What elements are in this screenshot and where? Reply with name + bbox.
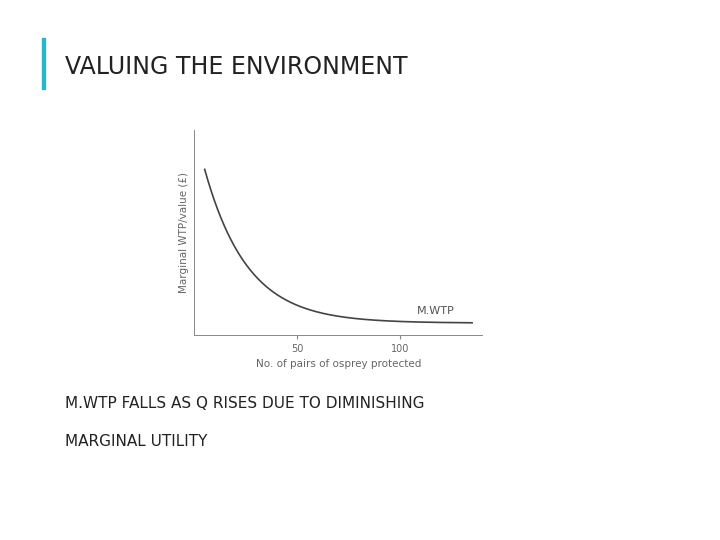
X-axis label: No. of pairs of osprey protected: No. of pairs of osprey protected <box>256 360 421 369</box>
Text: MARGINAL UTILITY: MARGINAL UTILITY <box>65 434 207 449</box>
Y-axis label: Marginal WTP/value (£): Marginal WTP/value (£) <box>179 172 189 293</box>
Text: VALUING THE ENVIRONMENT: VALUING THE ENVIRONMENT <box>65 56 408 79</box>
Text: M.WTP: M.WTP <box>417 306 454 316</box>
Text: M.WTP FALLS AS Q RISES DUE TO DIMINISHING: M.WTP FALLS AS Q RISES DUE TO DIMINISHIN… <box>65 396 424 411</box>
